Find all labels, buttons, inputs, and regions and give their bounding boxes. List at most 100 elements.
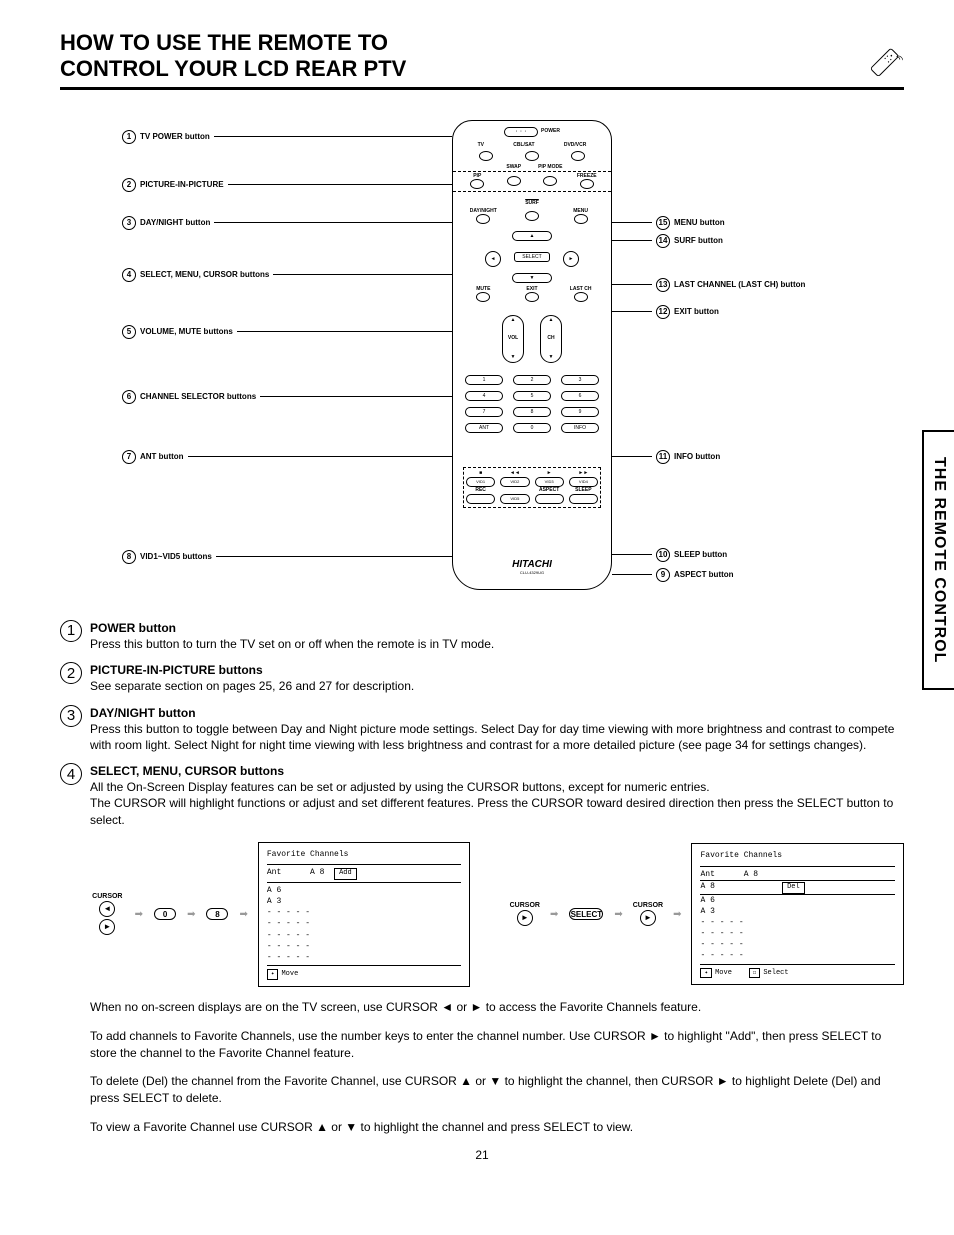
move-icon: ✦	[267, 969, 279, 979]
desc-item-3: 3DAY/NIGHT buttonPress this button to to…	[60, 705, 904, 754]
mode-dvd-button[interactable]	[571, 151, 585, 161]
vid1-button[interactable]: VID1	[466, 477, 495, 487]
desc-title: POWER button	[90, 621, 176, 635]
num-6[interactable]: 6	[561, 391, 599, 401]
freeze-label: FREEZE	[569, 174, 606, 179]
sleep-label: SLEEP	[569, 488, 598, 493]
cursor-down-button[interactable]: ▼	[512, 273, 552, 283]
instruction-paragraph: To add channels to Favorite Channels, us…	[90, 1028, 904, 1062]
desc-number: 2	[60, 662, 82, 684]
mute-button[interactable]	[476, 292, 490, 302]
fav-row: A 6	[700, 895, 895, 906]
callout-line	[260, 396, 452, 397]
vid5-button[interactable]: VID5	[500, 494, 529, 504]
vid2-button[interactable]: VID2	[500, 477, 529, 487]
num-3[interactable]: 3	[561, 375, 599, 385]
callout-7: 7ANT button	[122, 450, 452, 464]
add-box: Add	[334, 868, 357, 880]
num-8[interactable]: 8	[513, 407, 551, 417]
fav-row: - - - - -	[700, 950, 895, 961]
callout-label: ASPECT button	[674, 570, 734, 579]
num-8-icon: 8	[206, 908, 228, 920]
ant-button[interactable]: ANT	[465, 423, 503, 433]
lastch-button[interactable]	[574, 292, 588, 302]
rew-icon: ◄◄	[500, 471, 529, 476]
remote-icon	[864, 43, 904, 83]
lastch-label: LAST CH	[557, 287, 605, 292]
callout-label: EXIT button	[674, 307, 719, 316]
fav-row: - - - - -	[267, 907, 462, 918]
arrow-icon: ➡	[239, 909, 247, 920]
fav-row: - - - - -	[267, 952, 462, 963]
fav-head: Ant A 8	[267, 868, 334, 877]
num-5[interactable]: 5	[513, 391, 551, 401]
power-button[interactable]: · · ·	[504, 127, 538, 137]
exit-button[interactable]	[525, 292, 539, 302]
fav-panel-add: Favorite Channels Ant A 8 Add A 6A 3- - …	[258, 842, 471, 987]
ch-label: CH	[541, 336, 561, 341]
swap-button[interactable]	[507, 176, 521, 186]
fav-panel-del: Favorite Channels Ant A 8 A 8 Del A 6A 3…	[691, 843, 904, 985]
pip-button[interactable]	[470, 179, 484, 189]
num-7[interactable]: 7	[465, 407, 503, 417]
select-foot-icon: ☐	[749, 968, 761, 978]
title-line-1: HOW TO USE THE REMOTE TO	[60, 30, 388, 55]
cursor-label: CURSOR	[633, 902, 663, 909]
remote-body: · · · POWER TV CBL/SAT DVD/VCR SWAP PIP …	[452, 120, 612, 590]
callout-label: SURF button	[674, 236, 723, 245]
vid3-button[interactable]: VID3	[535, 477, 564, 487]
callout-line	[612, 284, 652, 285]
vid4-button[interactable]: VID4	[569, 477, 598, 487]
select-button[interactable]: SELECT	[514, 252, 550, 262]
surf-button[interactable]	[525, 211, 539, 221]
rec-button[interactable]	[466, 494, 495, 504]
select-icon: SELECT	[569, 908, 603, 920]
cursor-right-icon: ►	[640, 910, 656, 926]
freeze-button[interactable]	[580, 179, 594, 189]
callout-number: 2	[122, 178, 136, 192]
channel-rocker[interactable]: ▲ CH ▼	[540, 315, 562, 363]
cursor-right-button[interactable]: ►	[563, 251, 579, 267]
callout-9: 9ASPECT button	[612, 568, 842, 582]
mode-tv-button[interactable]	[479, 151, 493, 161]
volume-rocker[interactable]: ▲ VOL ▼	[502, 315, 524, 363]
desc-number: 3	[60, 705, 82, 727]
callout-5: 5VOLUME, MUTE buttons	[122, 325, 452, 339]
callout-11: 11INFO button	[612, 450, 842, 464]
callout-1: 1TV POWER button	[122, 130, 452, 144]
desc-title: PICTURE-IN-PICTURE buttons	[90, 663, 263, 677]
cursor-up-button[interactable]: ▲	[512, 231, 552, 241]
fav-row: - - - - -	[267, 918, 462, 929]
cursor-label: CURSOR	[90, 893, 125, 900]
num-9[interactable]: 9	[561, 407, 599, 417]
num-4[interactable]: 4	[465, 391, 503, 401]
callout-14: 14SURF button	[612, 234, 842, 248]
brand-area: HITACHI CLU-4329UG	[453, 559, 611, 575]
num-2[interactable]: 2	[513, 375, 551, 385]
daynight-button[interactable]	[476, 214, 490, 224]
title-line-2: CONTROL YOUR LCD REAR PTV	[60, 56, 406, 81]
fav-row: - - - - -	[700, 939, 895, 950]
callout-number: 4	[122, 268, 136, 282]
callout-label: LAST CHANNEL (LAST CH) button	[674, 280, 805, 289]
pipmode-button[interactable]	[543, 176, 557, 186]
num-1[interactable]: 1	[465, 375, 503, 385]
info-button[interactable]: INFO	[561, 423, 599, 433]
cursor-left-button[interactable]: ◄	[485, 251, 501, 267]
callout-8: 8VID1~VID5 buttons	[122, 550, 452, 564]
mode-cbl-button[interactable]	[525, 151, 539, 161]
callout-label: DAY/NIGHT button	[140, 218, 210, 227]
callout-number: 3	[122, 216, 136, 230]
fav-row-selected: A 8	[700, 882, 782, 891]
pipmode-label: PIP MODE	[532, 165, 569, 170]
callout-line	[612, 240, 652, 241]
sleep-button[interactable]	[569, 494, 598, 504]
menu-button[interactable]	[574, 214, 588, 224]
aspect-button[interactable]	[535, 494, 564, 504]
num-0[interactable]: 0	[513, 423, 551, 433]
remote-diagram: 1TV POWER button2PICTURE-IN-PICTURE3DAY/…	[122, 110, 842, 600]
callout-line	[612, 311, 652, 312]
callout-line	[612, 222, 652, 223]
fav-row: - - - - -	[267, 930, 462, 941]
instruction-paragraph: When no on-screen displays are on the TV…	[90, 999, 904, 1016]
